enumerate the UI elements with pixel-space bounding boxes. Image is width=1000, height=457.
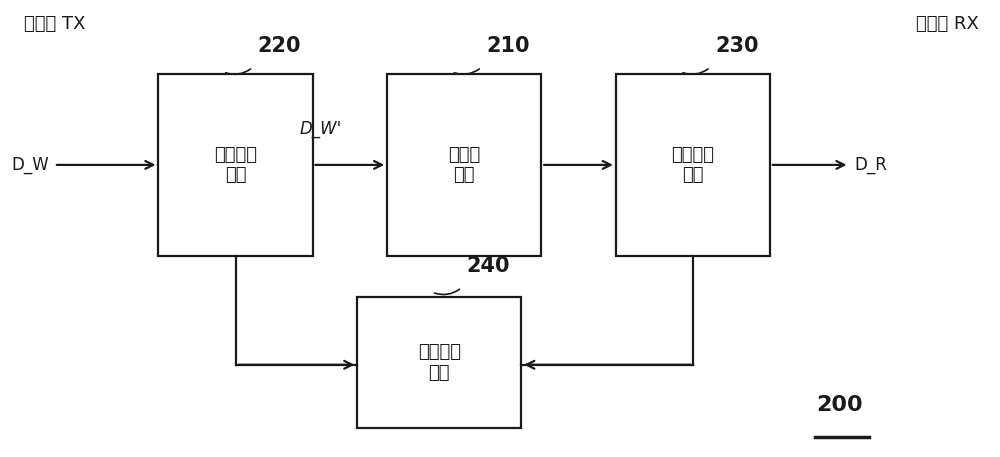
Text: 写入控制
模块: 写入控制 模块 — [214, 145, 257, 184]
Bar — [387, 74, 541, 256]
Text: 240: 240 — [467, 256, 510, 276]
Text: 230: 230 — [715, 36, 759, 56]
Bar — [158, 74, 313, 256]
Text: D_R: D_R — [854, 156, 887, 174]
Text: 200: 200 — [816, 395, 863, 415]
Text: D_W': D_W' — [299, 120, 342, 138]
Bar — [357, 297, 521, 428]
Text: 210: 210 — [487, 36, 530, 56]
Text: 传输侧 TX: 传输侧 TX — [24, 15, 86, 33]
Text: 读取控制
模块: 读取控制 模块 — [671, 145, 714, 184]
Bar — [616, 74, 770, 256]
Text: 接收侧 RX: 接收侧 RX — [916, 15, 979, 33]
Text: 存储器
单元: 存储器 单元 — [448, 145, 480, 184]
Text: 状态检查
单元: 状态检查 单元 — [418, 343, 461, 382]
Text: 220: 220 — [258, 36, 301, 56]
Text: D_W: D_W — [11, 156, 49, 174]
